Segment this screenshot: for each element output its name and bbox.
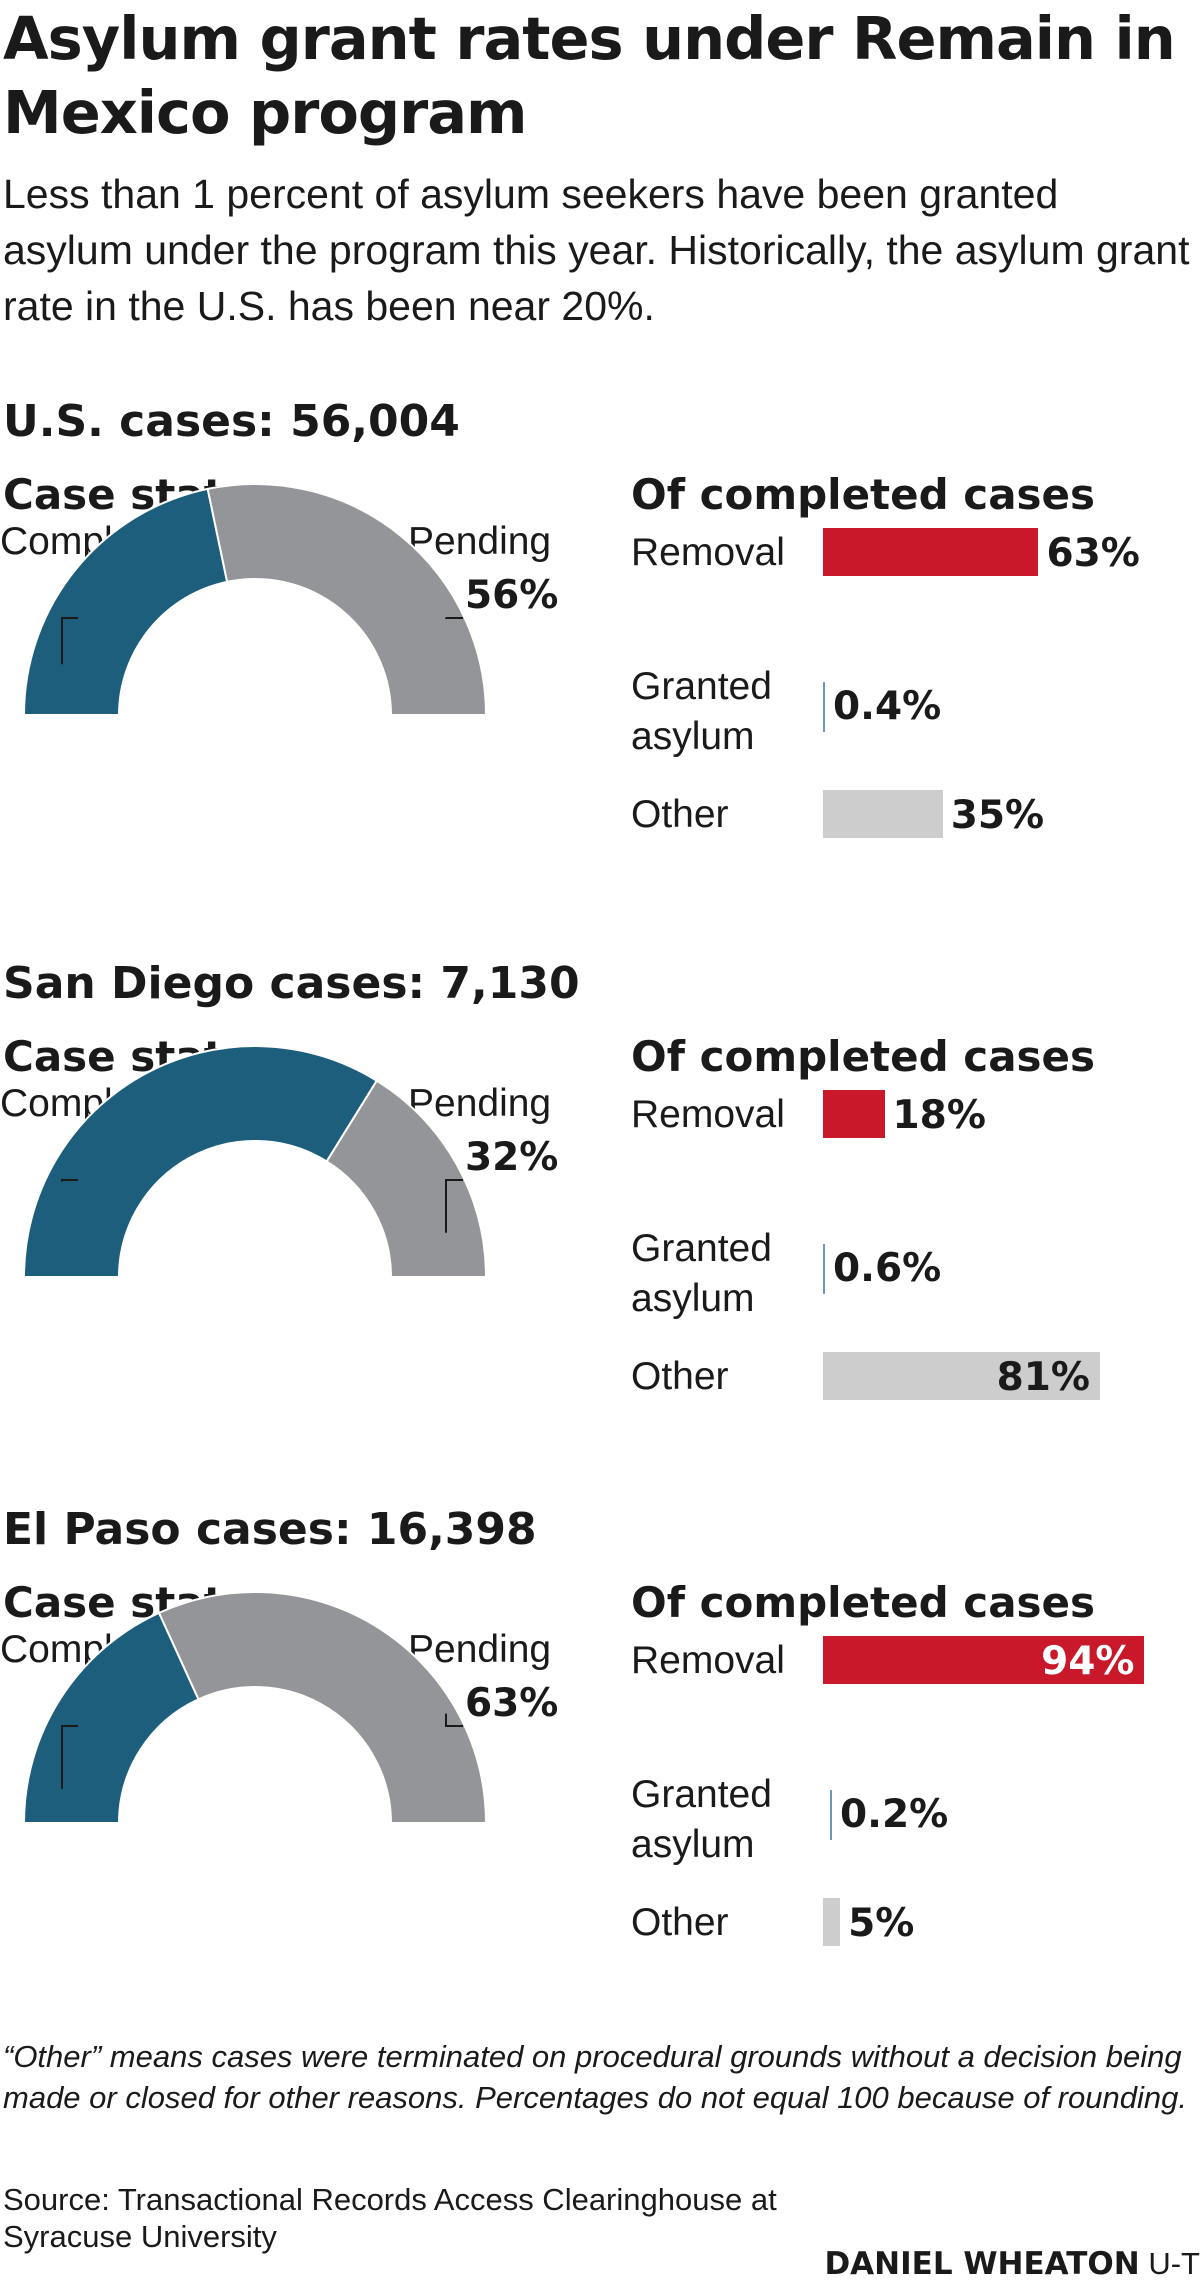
completed-leader-line <box>61 1725 78 1789</box>
granted-bar <box>830 1790 832 1840</box>
granted-label: Granted asylum <box>631 665 772 758</box>
removal-value: 18% <box>892 1093 986 1138</box>
other-value: 35% <box>950 793 1045 838</box>
credit-name: DANIEL WHEATON <box>824 2246 1140 2282</box>
completed-leader-line <box>61 1179 78 1182</box>
chart-section-1: U.S. cases: 56,004 Case status Of complete… <box>0 394 1200 934</box>
pending-percent: 63% <box>465 1681 559 1726</box>
pending-label: Pending <box>408 520 552 563</box>
chart-section-2: San Diego cases: 7,130 Case status Of comp… <box>0 956 1200 1496</box>
source-note: Source: Transactional Records Access Cle… <box>3 2182 777 2254</box>
chart-title: Asylum grant rates under Remain in Mexic… <box>3 4 1176 147</box>
granted-bar <box>823 1244 826 1294</box>
completed-leader-line <box>61 617 78 665</box>
removal-bar <box>823 1636 1145 1684</box>
completed-slice <box>22 1611 200 1824</box>
chart-subtitle: Less than 1 percent of asylum seekers ha… <box>3 171 1190 329</box>
section-title: San Diego cases: 7,130 <box>3 958 580 1009</box>
half-donut-chart <box>22 1045 488 1278</box>
removal-bar <box>823 528 1039 576</box>
credit-org: U-T <box>1148 2246 1200 2281</box>
other-label: Other <box>631 1355 729 1398</box>
pending-label: Pending <box>408 1082 552 1125</box>
granted-value: 0.2% <box>840 1792 949 1837</box>
other-value: 5% <box>848 1901 915 1946</box>
completed-slice <box>22 487 229 716</box>
completed-slice <box>22 1045 379 1278</box>
credit-line: DANIEL WHEATON U-T <box>824 2246 1200 2282</box>
pending-leader-line <box>445 1179 463 1233</box>
section-title: U.S. cases: 56,004 <box>3 396 460 447</box>
granted-bar <box>823 682 825 732</box>
removal-value: 63% <box>1046 531 1140 576</box>
half-donut-chart <box>22 1591 488 1824</box>
other-label: Other <box>631 1901 729 1944</box>
removal-label: Removal <box>631 1639 785 1682</box>
pending-label: Pending <box>408 1628 552 1671</box>
granted-label: Granted asylum <box>631 1773 772 1866</box>
removal-value: 94% <box>1041 1639 1135 1684</box>
pending-percent: 56% <box>465 573 559 618</box>
completed-cases-heading: Of completed cases <box>631 1032 1096 1081</box>
removal-label: Removal <box>631 1093 785 1136</box>
granted-label: Granted asylum <box>631 1227 772 1320</box>
chart-section-3: El Paso cases: 16,398 Case status Of compl… <box>0 1502 1200 2042</box>
other-bar <box>823 1352 1101 1400</box>
section-title: El Paso cases: 16,398 <box>3 1504 537 1555</box>
removal-label: Removal <box>631 531 785 574</box>
other-bar <box>823 1898 841 1946</box>
half-donut-chart <box>22 483 488 716</box>
other-label: Other <box>631 793 729 836</box>
completed-cases-heading: Of completed cases <box>631 1578 1096 1627</box>
removal-bar <box>823 1090 885 1138</box>
other-bar <box>823 790 943 838</box>
pending-leader-line <box>445 1713 463 1727</box>
pending-slice <box>157 1591 488 1824</box>
granted-value: 0.4% <box>833 684 942 729</box>
pending-slice <box>206 483 488 716</box>
other-value: 81% <box>996 1355 1091 1400</box>
footnote: “Other” means cases were terminated on p… <box>3 2039 1187 2115</box>
completed-cases-heading: Of completed cases <box>631 470 1096 519</box>
granted-value: 0.6% <box>833 1246 942 1291</box>
pending-percent: 32% <box>465 1135 559 1180</box>
